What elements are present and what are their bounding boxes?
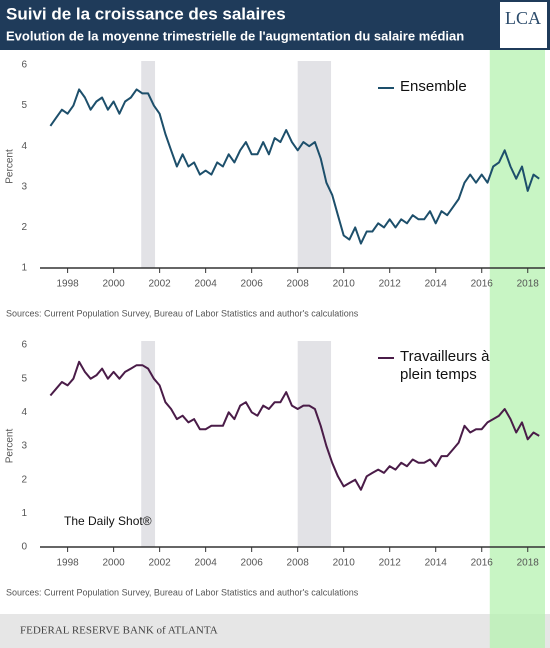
- x-tick-label: 2014: [425, 279, 448, 290]
- x-tick-label: 2012: [379, 279, 402, 290]
- y-tick-label: 5: [21, 100, 27, 111]
- series-line: [49, 360, 540, 491]
- x-tick-label: 2016: [471, 279, 494, 290]
- y-tick-label: 5: [21, 373, 27, 384]
- x-tick-label: 2018: [517, 279, 540, 290]
- x-tick-label: 2000: [102, 279, 125, 290]
- recession-band: [297, 61, 332, 268]
- footer-band: [0, 614, 550, 648]
- y-tick-label: 6: [21, 60, 27, 71]
- y-tick-label: 1: [21, 263, 27, 274]
- y-axis-label: Percent: [5, 429, 16, 464]
- x-tick-label: 2002: [149, 279, 172, 290]
- legend-label: Travailleurs à plein temps: [400, 348, 490, 383]
- x-tick-label: 2008: [287, 279, 310, 290]
- footer: FEDERAL RESERVE BANK of ATLANTA: [20, 625, 218, 637]
- y-tick-label: 1: [21, 508, 27, 519]
- title: Suivi de la croissance des salaires: [6, 4, 286, 23]
- x-tick-label: 2016: [471, 558, 494, 569]
- watermark: The Daily Shot®: [64, 514, 152, 528]
- y-tick-label: 6: [21, 340, 27, 351]
- x-tick-label: 1998: [56, 558, 79, 569]
- legend-label: Ensemble: [400, 78, 467, 95]
- source: Sources: Current Population Survey, Bure…: [6, 587, 359, 597]
- recession-band: [141, 61, 156, 268]
- x-tick-label: 2018: [517, 558, 540, 569]
- legend-swatch: [378, 357, 394, 359]
- logo-box: [500, 2, 547, 48]
- x-tick-label: 2012: [379, 558, 402, 569]
- x-tick-label: 2006: [241, 279, 264, 290]
- legend-entry: Travailleurs à plein temps: [378, 348, 508, 384]
- x-tick-label: 2002: [149, 558, 172, 569]
- series-line: [49, 88, 540, 245]
- legend-entry: Ensemble: [378, 78, 508, 96]
- y-tick-label: 4: [21, 407, 27, 418]
- y-tick-label: 3: [21, 441, 27, 452]
- y-tick-label: 2: [21, 474, 27, 485]
- highlight-band: [489, 50, 545, 648]
- x-tick-label: 2008: [287, 558, 310, 569]
- x-tick-label: 2014: [425, 558, 448, 569]
- recession-band: [141, 341, 156, 547]
- source: Sources: Current Population Survey, Bure…: [6, 308, 359, 318]
- x-tick-label: 2010: [333, 558, 356, 569]
- x-tick-label: 2006: [241, 558, 264, 569]
- y-axis-label: Percent: [5, 149, 16, 184]
- y-tick-label: 4: [21, 141, 27, 152]
- y-tick-label: 3: [21, 181, 27, 192]
- logo: LCA: [505, 8, 541, 28]
- y-tick-label: 2: [21, 222, 27, 233]
- legend-swatch: [378, 87, 394, 89]
- x-tick-label: 2010: [333, 279, 356, 290]
- x-tick-label: 2000: [102, 558, 125, 569]
- x-tick-label: 2004: [195, 279, 218, 290]
- x-tick-label: 1998: [56, 279, 79, 290]
- subtitle: Evolution de la moyenne trimestrielle de…: [6, 28, 464, 43]
- y-tick-label: 0: [21, 542, 27, 553]
- x-tick-label: 2004: [195, 558, 218, 569]
- header-band: [0, 0, 550, 50]
